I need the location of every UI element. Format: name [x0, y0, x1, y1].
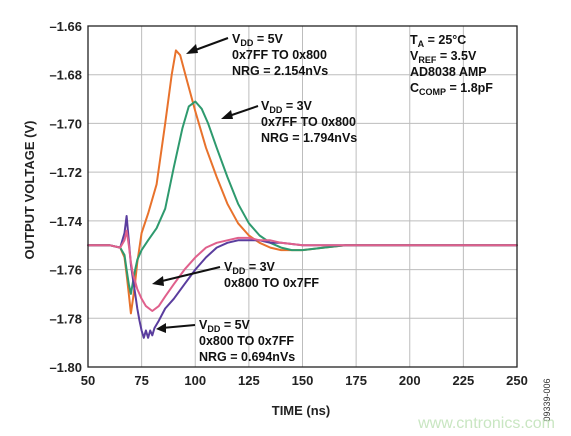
y-tick-labels: –1.66 –1.68 –1.70 –1.72 –1.74 –1.76 –1.78 –1.80 — [49, 19, 82, 375]
y-tick-label: –1.78 — [49, 311, 82, 326]
x-tick-label: 100 — [184, 373, 206, 388]
annotation-3v-rising-line3: NRG = 1.794nVs — [261, 131, 357, 145]
annotation-5v-rising-line3: NRG = 2.154nVs — [232, 64, 328, 78]
condition-ccomp: CCOMP = 1.8pF — [410, 81, 493, 97]
x-tick-label: 225 — [453, 373, 475, 388]
x-tick-label: 125 — [238, 373, 260, 388]
x-tick-label: 250 — [506, 373, 528, 388]
x-axis-title: TIME (ns) — [272, 403, 331, 418]
arrowhead-icon — [152, 276, 164, 286]
arrowhead-icon — [186, 44, 198, 54]
annotation-5v-rising-line2: 0x7FF TO 0x800 — [232, 48, 327, 62]
test-conditions: TA = 25°C VREF = 3.5V AD8038 AMP CCOMP =… — [410, 33, 493, 97]
x-tick-label: 75 — [134, 373, 148, 388]
annotation-3v-falling: VDD = 3V 0x800 TO 0x7FF — [152, 260, 319, 290]
y-tick-label: –1.72 — [49, 165, 82, 180]
y-tick-label: –1.80 — [49, 360, 82, 375]
figure-id: 09339-006 — [542, 378, 552, 421]
annotation-3v-rising: VDD = 3V 0x7FF TO 0x800 NRG = 1.794nVs — [221, 99, 357, 145]
annotation-3v-falling-line1: VDD = 3V — [224, 260, 276, 276]
y-tick-label: –1.76 — [49, 263, 82, 278]
x-tick-label: 200 — [399, 373, 421, 388]
annotation-5v-rising: VDD = 5V 0x7FF TO 0x800 NRG = 2.154nVs — [186, 32, 328, 78]
y-axis-title: OUTPUT VOLTAGE (V) — [22, 121, 37, 260]
annotation-3v-rising-line1: VDD = 3V — [261, 99, 313, 115]
arrowhead-icon — [156, 323, 166, 333]
annotation-5v-falling-line3: NRG = 0.694nVs — [199, 350, 295, 364]
annotation-3v-rising-line2: 0x7FF TO 0x800 — [261, 115, 356, 129]
x-tick-label: 150 — [292, 373, 314, 388]
annotation-5v-falling-line1: VDD = 5V — [199, 318, 251, 334]
watermark: www.cntronics.com — [417, 415, 555, 432]
annotation-5v-falling-arrow — [161, 324, 196, 329]
condition-temperature: TA = 25°C — [410, 33, 466, 49]
y-tick-label: –1.66 — [49, 19, 82, 34]
series-line-1 — [87, 100, 518, 295]
condition-amp: AD8038 AMP — [410, 65, 487, 79]
y-tick-label: –1.68 — [49, 68, 82, 83]
x-tick-label: 175 — [345, 373, 367, 388]
annotation-5v-rising-line1: VDD = 5V — [232, 32, 284, 48]
annotation-5v-falling-line2: 0x800 TO 0x7FF — [199, 334, 294, 348]
plot-frame — [87, 25, 518, 368]
y-tick-label: –1.74 — [49, 214, 82, 229]
annotation-5v-falling: VDD = 5V 0x800 TO 0x7FF NRG = 0.694nVs — [156, 318, 295, 364]
annotation-3v-falling-arrow — [157, 266, 221, 283]
annotation-3v-falling-line2: 0x800 TO 0x7FF — [224, 276, 319, 290]
y-tick-label: –1.70 — [49, 116, 82, 131]
plot-border — [87, 25, 518, 368]
x-tick-label: 50 — [81, 373, 95, 388]
x-tick-labels: 50 75 100 125 150 175 200 225 250 — [81, 373, 528, 388]
arrowhead-icon — [221, 110, 233, 119]
condition-vref: VREF = 3.5V — [410, 49, 477, 65]
